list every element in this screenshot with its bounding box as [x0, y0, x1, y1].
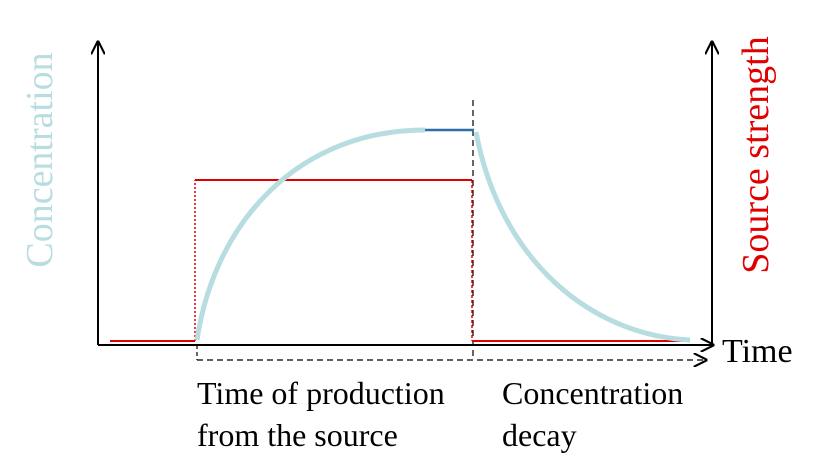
- phase-label: Time of production: [197, 375, 445, 411]
- concentration-decay: [473, 131, 691, 343]
- concentration-rise: [194, 127, 426, 341]
- left-axis-label: Concentration: [19, 52, 61, 267]
- phase-label: Concentration: [502, 375, 683, 411]
- x-axis-label: Time: [722, 333, 793, 370]
- phase-label: from the source: [197, 417, 398, 453]
- right-axis-label: Source strength: [735, 36, 777, 273]
- phase-label: decay: [502, 417, 577, 453]
